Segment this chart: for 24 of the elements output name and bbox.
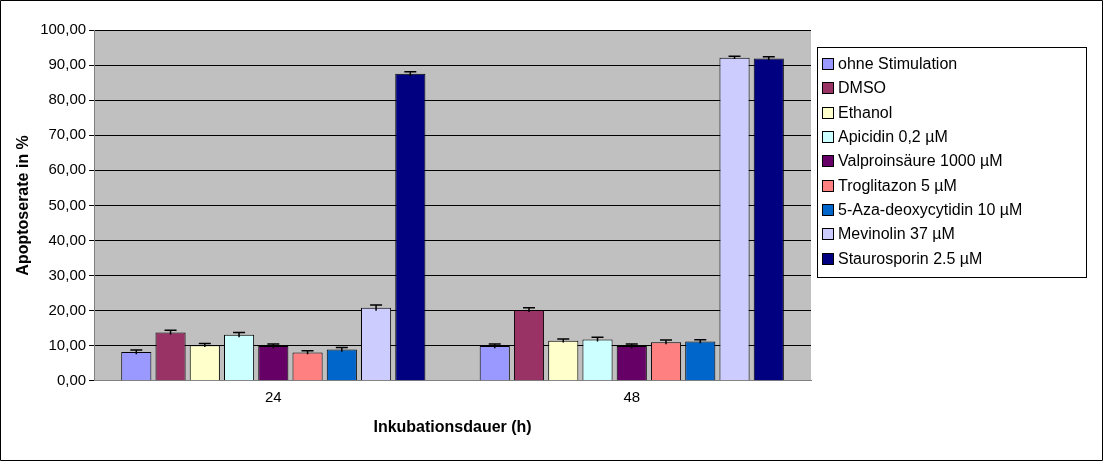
- legend-label: Apicidin 0,2 µM: [838, 128, 948, 147]
- y-tick-label: 70,00: [48, 125, 87, 143]
- y-tick-label: 30,00: [48, 265, 87, 283]
- y-tick-label: 20,00: [48, 300, 87, 318]
- legend-label: 5-Aza-deoxycytidin 10 µM: [838, 200, 1023, 219]
- legend-label: Troglitazon 5 µM: [838, 176, 957, 195]
- y-tick-label: 50,00: [48, 195, 87, 213]
- legend-label: Valproinsäure 1000 µM: [838, 152, 1003, 171]
- legend-label: Mevinolin 37 µM: [838, 225, 955, 244]
- y-tick-label: 10,00: [48, 335, 87, 353]
- legend-label: ohne Stimulation: [838, 55, 958, 74]
- y-tick-label: 0,00: [56, 370, 87, 388]
- y-tick-label: 60,00: [48, 160, 87, 178]
- x-tick-label: 24: [264, 387, 282, 405]
- y-axis-title: Apoptoserate in %: [14, 135, 32, 276]
- legend-label: Staurosporin 2.5 µM: [838, 249, 983, 268]
- y-tick-label: 90,00: [48, 55, 87, 73]
- x-axis-title: Inkubationsdauer (h): [373, 417, 532, 435]
- y-tick-label: 40,00: [48, 230, 87, 248]
- legend-label: DMSO: [838, 79, 886, 98]
- y-tick-label: 80,00: [48, 90, 87, 108]
- y-tick-label: 100,00: [40, 20, 87, 38]
- x-tick-label: 48: [623, 387, 641, 405]
- legend-label: Ethanol: [838, 103, 893, 122]
